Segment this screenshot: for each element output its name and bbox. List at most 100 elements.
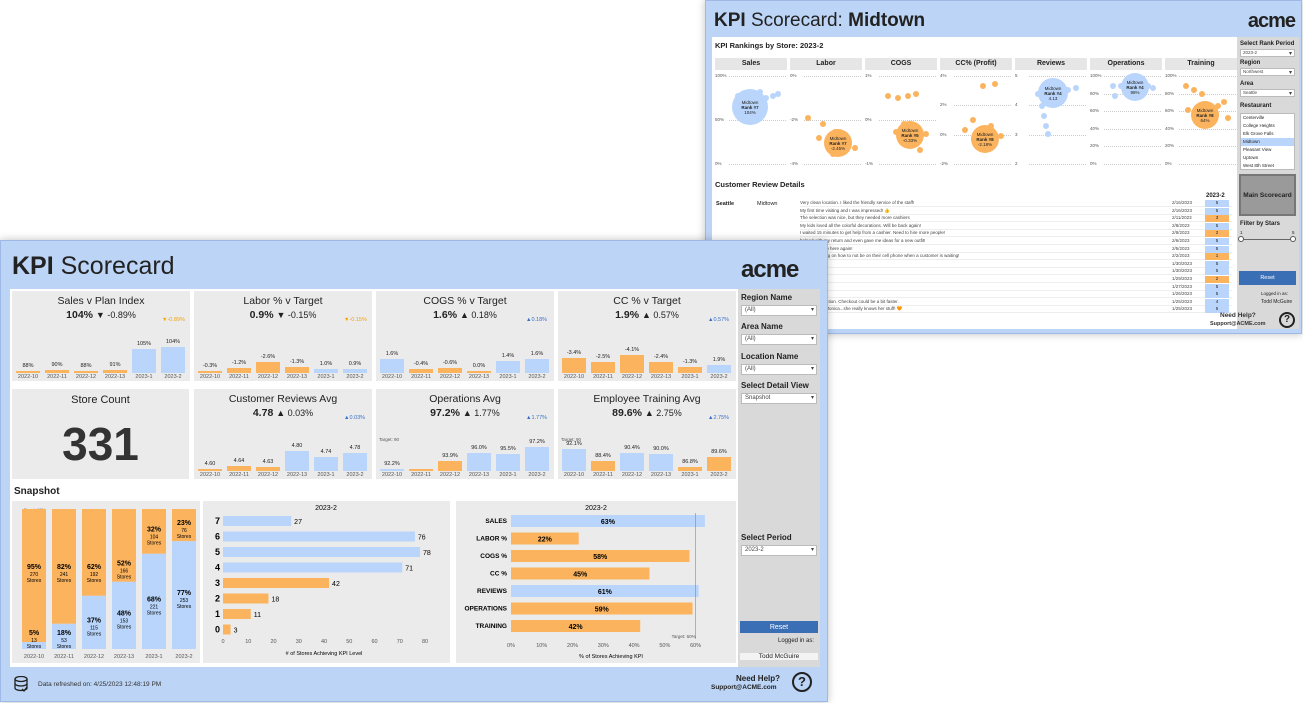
- level-bar[interactable]: [223, 547, 420, 557]
- kpi-bar[interactable]: [103, 369, 127, 373]
- rank-highlight-bubble[interactable]: Midtown Rank #7 -2.45%: [824, 129, 852, 157]
- rank-dot[interactable]: [1221, 99, 1227, 105]
- rank-dot[interactable]: [1199, 91, 1205, 97]
- rank-highlight-bubble[interactable]: Midtown Rank #4 98%: [1121, 73, 1149, 101]
- restaurant-item[interactable]: Pleasant View: [1243, 147, 1272, 152]
- kpi-bar[interactable]: [74, 371, 98, 373]
- rank-dot[interactable]: [820, 121, 826, 127]
- rank-dot[interactable]: [1112, 93, 1118, 99]
- kpi-bar[interactable]: [343, 369, 367, 373]
- review-row[interactable]: Very clean location. I liked the friendl…: [800, 200, 1232, 207]
- kpi-bar[interactable]: [678, 466, 702, 471]
- rank-dot[interactable]: [992, 81, 998, 87]
- kpi-bar[interactable]: [496, 454, 520, 471]
- area-dropdown[interactable]: Seattle: [1240, 89, 1295, 97]
- kpi-bar[interactable]: [132, 348, 156, 373]
- rank-dot[interactable]: [770, 93, 776, 99]
- rank-period-dropdown[interactable]: 2023-2: [1240, 49, 1295, 57]
- main-scorecard-button[interactable]: Main Scorecard: [1239, 174, 1296, 216]
- help-icon[interactable]: ?: [1279, 312, 1295, 328]
- rank-dot[interactable]: [775, 91, 781, 97]
- achievement-bar[interactable]: [511, 585, 699, 597]
- kpi-bar[interactable]: [380, 468, 404, 471]
- kpi-bar[interactable]: [227, 465, 251, 471]
- achievement-bar[interactable]: [511, 602, 693, 615]
- kpi-bar[interactable]: [678, 367, 702, 373]
- review-row[interactable]: I waited 15 minutes to get help from a c…: [800, 230, 1232, 238]
- kpi-bar[interactable]: [620, 452, 644, 471]
- level-bar[interactable]: [223, 624, 231, 635]
- kpi-bar[interactable]: [256, 466, 280, 471]
- restaurant-item[interactable]: Centerville: [1243, 115, 1265, 120]
- snapshot-top-segment[interactable]: [52, 509, 76, 624]
- level-bar[interactable]: [223, 578, 330, 588]
- review-row[interactable]: 1/29/2023 2: [800, 276, 1232, 283]
- kpi-bar[interactable]: [562, 449, 586, 471]
- rank-highlight-bubble[interactable]: Midtown Rank #8 -2.18%: [971, 125, 999, 153]
- rank-highlight-bubble[interactable]: Midtown Rank #4 4.13: [1038, 78, 1068, 108]
- snapshot-top-segment[interactable]: [22, 509, 46, 642]
- kpi-bar[interactable]: [45, 370, 69, 373]
- rank-highlight-bubble[interactable]: Midtown Rank #5 -0.33%: [896, 121, 924, 149]
- kpi-bar[interactable]: [707, 364, 731, 373]
- rank-highlight-bubble[interactable]: Midtown Rank #8 64%: [1191, 101, 1219, 129]
- kpi-bar[interactable]: [438, 367, 462, 373]
- restaurant-item[interactable]: College Heights: [1243, 123, 1275, 128]
- region-name-dropdown[interactable]: (All): [741, 305, 817, 316]
- rank-dot[interactable]: [895, 95, 901, 101]
- level-bar[interactable]: [223, 593, 269, 604]
- rank-dot[interactable]: [962, 127, 968, 133]
- kpi-bar[interactable]: [198, 468, 222, 471]
- restaurant-item[interactable]: Uptown: [1243, 155, 1259, 160]
- level-bar[interactable]: [223, 562, 403, 573]
- review-row[interactable]: 1/27/2023 5: [800, 283, 1232, 291]
- snapshot-top-segment[interactable]: [82, 509, 106, 596]
- snapshot-top-segment[interactable]: [142, 509, 166, 554]
- kpi-bar[interactable]: [525, 358, 549, 373]
- snapshot-top-segment[interactable]: [112, 509, 136, 582]
- rank-dot[interactable]: [1215, 103, 1221, 109]
- snapshot-top-segment[interactable]: [172, 509, 196, 542]
- rank-dot[interactable]: [816, 135, 822, 141]
- rank-dot[interactable]: [1041, 113, 1047, 119]
- kpi-bar[interactable]: [707, 456, 731, 471]
- kpi-bar[interactable]: [467, 452, 491, 471]
- kpi-bar[interactable]: [649, 362, 673, 373]
- rank-dot[interactable]: [1039, 103, 1045, 109]
- review-row[interactable]: r. Especially Monica...she really knows …: [800, 306, 1232, 314]
- stars-slider-track[interactable]: [1240, 239, 1294, 240]
- kpi-bar[interactable]: [496, 360, 520, 373]
- review-row[interactable]: My kids loved all the colorful decoratio…: [800, 222, 1232, 230]
- kpi-bar[interactable]: [562, 358, 586, 373]
- rank-dot[interactable]: [1065, 87, 1071, 93]
- snapshot-bottom-segment[interactable]: [82, 595, 106, 649]
- snapshot-bottom-segment[interactable]: [52, 623, 76, 649]
- kpi-bar[interactable]: [198, 371, 222, 373]
- kpi-bar[interactable]: [409, 369, 433, 373]
- snapshot-bottom-segment[interactable]: [22, 642, 46, 649]
- review-row[interactable]: helped with my return and even gave me i…: [800, 238, 1232, 245]
- kpi-bar[interactable]: [161, 346, 185, 373]
- region-dropdown[interactable]: Northwest: [1240, 68, 1295, 76]
- back-support-email[interactable]: Support@ACME.com: [1210, 321, 1266, 327]
- kpi-bar[interactable]: [16, 371, 40, 373]
- kpi-bar[interactable]: [380, 358, 404, 373]
- rank-dot[interactable]: [970, 117, 976, 123]
- main-help-icon[interactable]: ?: [792, 672, 812, 692]
- review-row[interactable]: The selection was nice, but they needed …: [800, 215, 1232, 223]
- achievement-bar[interactable]: [511, 620, 641, 632]
- kpi-bar[interactable]: [438, 461, 462, 471]
- kpi-bar[interactable]: [256, 361, 280, 373]
- achievement-bar[interactable]: [511, 550, 690, 562]
- kpi-bar[interactable]: [285, 367, 309, 373]
- rank-dot[interactable]: [998, 133, 1004, 139]
- level-bar[interactable]: [223, 609, 251, 619]
- review-row[interactable]: 1/26/2023 5: [800, 291, 1232, 299]
- rank-dot[interactable]: [805, 115, 811, 121]
- rank-dot[interactable]: [1185, 107, 1191, 113]
- review-row[interactable]: 1/30/2023 5: [800, 268, 1232, 276]
- rank-dot[interactable]: [905, 93, 911, 99]
- kpi-bar[interactable]: [525, 446, 549, 471]
